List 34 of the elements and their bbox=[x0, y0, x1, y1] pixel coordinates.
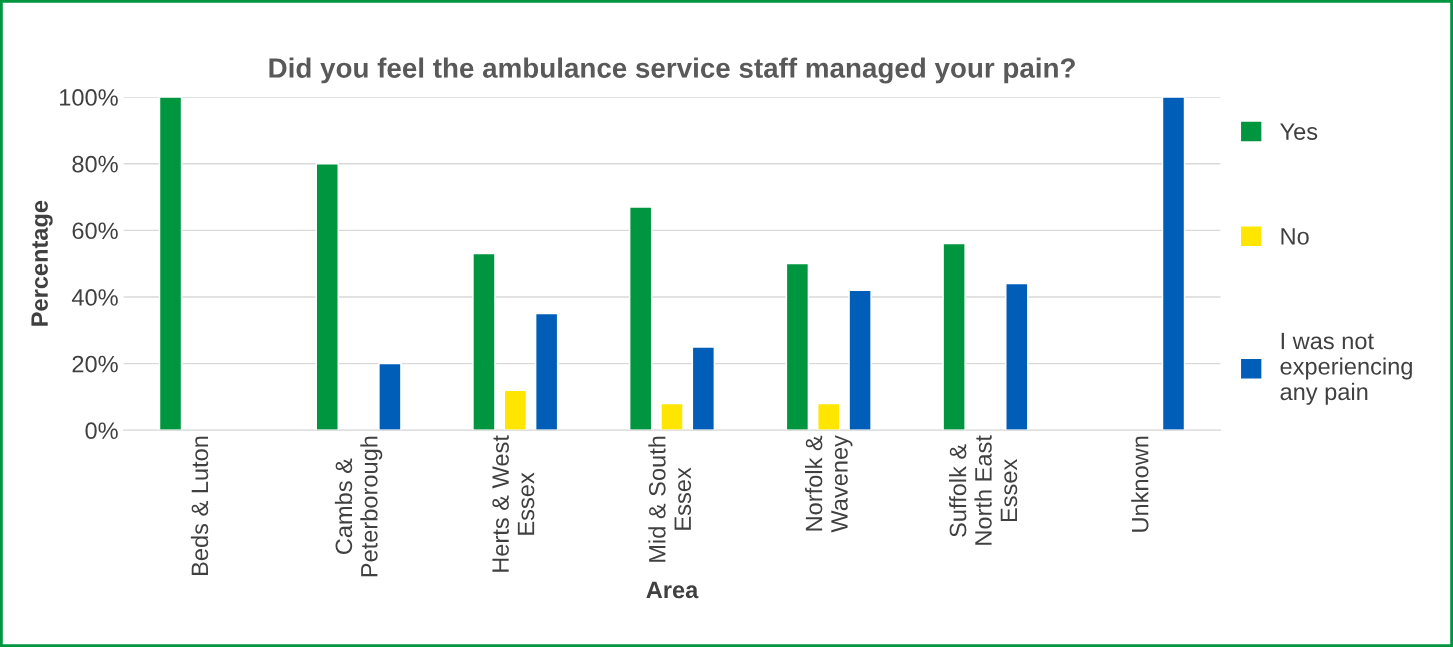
bar bbox=[817, 402, 841, 431]
bar bbox=[942, 242, 966, 431]
bar bbox=[848, 289, 872, 431]
bar bbox=[472, 252, 496, 431]
bar bbox=[1005, 282, 1029, 431]
legend-label: I was not experiencing any pain bbox=[1280, 332, 1412, 405]
x-tick-label: Suffolk & North East Essex bbox=[949, 435, 1018, 545]
y-tick-label: 80% bbox=[72, 155, 118, 173]
bar bbox=[503, 389, 527, 431]
y-axis-title: Percentage bbox=[31, 200, 53, 326]
x-tick-label: Herts & West Essex bbox=[492, 435, 535, 572]
bar bbox=[378, 362, 402, 431]
legend-label: Yes bbox=[1280, 123, 1318, 140]
bar bbox=[1161, 97, 1186, 431]
x-tick-label: Norfolk & Waveney bbox=[805, 435, 853, 533]
legend-label: No bbox=[1281, 228, 1309, 245]
bar bbox=[691, 346, 716, 431]
x-tick-label: Beds & Luton bbox=[190, 436, 209, 575]
y-tick-label: 40% bbox=[71, 289, 118, 306]
y-tick-label: 60% bbox=[72, 222, 118, 240]
y-tick-label: 0% bbox=[85, 422, 118, 440]
bar bbox=[534, 312, 559, 431]
x-tick-label: Mid & South Essex bbox=[648, 436, 692, 562]
x-tick-label: Cambs & Peterborough bbox=[334, 436, 383, 577]
bar bbox=[785, 262, 810, 431]
bar bbox=[158, 97, 183, 431]
y-tick-label: 20% bbox=[72, 355, 118, 373]
bar bbox=[629, 206, 653, 431]
chart-title: Did you feel the ambulance service staff managed your pain? bbox=[269, 57, 1075, 84]
bar bbox=[315, 162, 339, 431]
x-axis-title: Area bbox=[646, 581, 699, 599]
bar bbox=[660, 402, 684, 431]
y-tick-label: 100% bbox=[60, 89, 118, 106]
x-tick-label: Unknown bbox=[1131, 436, 1149, 532]
